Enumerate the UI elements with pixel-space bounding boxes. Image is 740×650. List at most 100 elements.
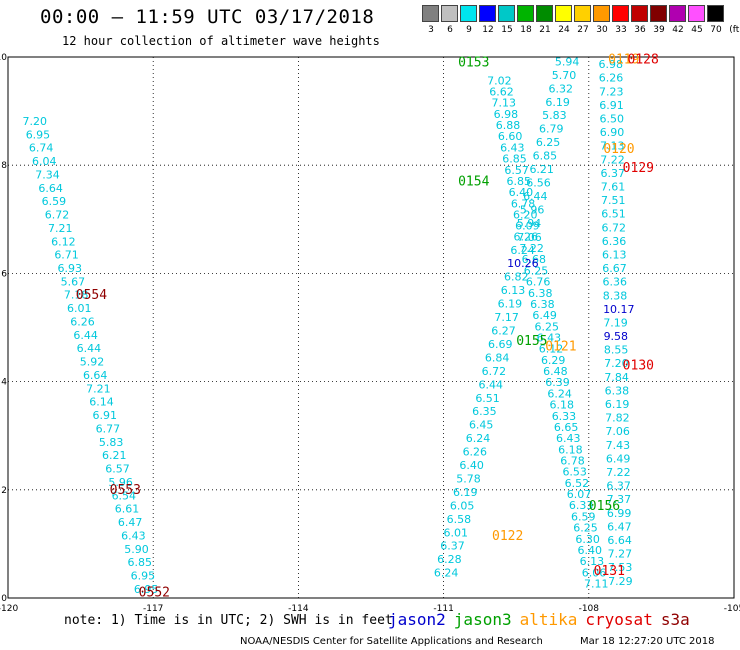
- swh-value: 6.78: [511, 197, 536, 210]
- swh-value: 5.83: [542, 109, 567, 122]
- pass-label: 0122: [492, 529, 523, 544]
- swh-value: 6.57: [105, 463, 130, 476]
- color-scale-swatch: [498, 5, 515, 22]
- swh-value: 6.44: [523, 190, 548, 203]
- chart-subtitle: 12 hour collection of altimeter wave hei…: [62, 34, 380, 48]
- swh-value: 6.64: [83, 369, 108, 382]
- pass-label: 0130: [623, 358, 654, 373]
- swh-value: 7.13: [491, 97, 516, 110]
- swh-value: 6.26: [70, 315, 95, 328]
- swh-value: 6.43: [537, 332, 562, 345]
- swh-value: 7.22: [519, 242, 544, 255]
- swh-value: 6.13: [501, 284, 526, 297]
- swh-value: 6.04: [32, 155, 57, 168]
- swh-value: 7.19: [603, 316, 628, 329]
- swh-value: 6.85: [502, 153, 527, 166]
- swh-value: 6.37: [440, 540, 465, 553]
- swh-value: 6.37: [606, 480, 631, 493]
- swh-value: 6.21: [529, 163, 554, 176]
- satellite-legend: jason2 jason3 altika cryosat s3a: [388, 610, 698, 629]
- swh-value: 5.92: [80, 356, 105, 369]
- color-scale-label: 3: [428, 25, 434, 35]
- swh-value: 6.95: [26, 128, 50, 141]
- swh-value: 6.44: [73, 329, 98, 342]
- swh-value: 7.17: [494, 311, 519, 324]
- x-tick-label: -108: [579, 604, 600, 614]
- legend-jason2: jason2: [388, 610, 446, 629]
- color-scale-label: 39: [653, 25, 665, 35]
- swh-value: 6.38: [530, 298, 555, 311]
- swh-value: 6.12: [539, 343, 564, 356]
- swh-value: 6.24: [510, 244, 535, 257]
- swh-value: 6.24: [466, 432, 491, 445]
- swh-value: 6.82: [504, 271, 529, 284]
- swh-value: 7.18: [64, 289, 89, 302]
- swh-value: 6.38: [605, 384, 630, 397]
- swh-value: 6.76: [526, 276, 551, 289]
- swh-value: 6.93: [58, 262, 83, 275]
- swh-value: 5.78: [456, 472, 481, 485]
- swh-value: 6.33: [569, 499, 594, 512]
- pass-label: 0120: [603, 142, 634, 157]
- x-tick-label: -111: [433, 604, 453, 614]
- color-scale-label: 21: [539, 25, 551, 35]
- swh-value: 7.29: [608, 575, 633, 588]
- y-tick-label: 0: [1, 594, 7, 604]
- swh-value: 6.25: [524, 264, 549, 277]
- swh-value: 6.60: [498, 130, 522, 143]
- swh-value: 6.25: [534, 320, 559, 333]
- plot-frame: [7, 56, 735, 599]
- pass-label: 0153: [458, 55, 489, 70]
- y-tick-label: 10: [0, 53, 7, 63]
- swh-value: 7.82: [605, 412, 630, 425]
- y-tick-label: 2: [1, 486, 7, 496]
- swh-value: 6.48: [543, 365, 568, 378]
- swh-value: 6.20: [513, 209, 538, 222]
- pass-label: 0552: [139, 586, 170, 601]
- color-scale-label: 30: [596, 25, 608, 35]
- swh-value: 6.13: [580, 555, 605, 568]
- swh-value: 7.61: [601, 180, 626, 193]
- swh-value: 6.57: [504, 164, 529, 177]
- swh-value: 7.43: [606, 439, 631, 452]
- swh-value: 7.53: [608, 561, 633, 574]
- swh-value: 6.85: [507, 175, 532, 188]
- swh-value: 6.61: [115, 503, 139, 516]
- swh-value: 7.51: [601, 194, 626, 207]
- color-scale-swatch: [669, 5, 686, 22]
- swh-value: 6.51: [475, 392, 500, 405]
- x-tick-label: -105: [724, 604, 740, 614]
- swh-value: 6.72: [602, 221, 627, 234]
- color-scale-swatch: [574, 5, 591, 22]
- swh-value: 7.06: [605, 425, 630, 438]
- swh-value: 7.22: [606, 466, 631, 479]
- swh-value: 6.19: [498, 298, 523, 311]
- swh-value: 7.21: [86, 382, 111, 395]
- swh-value: 6.25: [573, 522, 598, 535]
- pass-label: 0121: [545, 339, 576, 354]
- swh-value: 6.44: [77, 342, 102, 355]
- legend-cryosat: cryosat: [585, 610, 653, 629]
- swh-value: 6.58: [447, 513, 472, 526]
- swh-value: 6.49: [532, 309, 557, 322]
- swh-value: 6.43: [121, 529, 145, 542]
- swh-value: 6.59: [571, 510, 596, 523]
- swh-value: 7.84: [604, 371, 629, 384]
- legend-s3a: s3a: [660, 610, 690, 629]
- chart-title: 00:00 – 11:59 UTC 03/17/2018: [40, 6, 375, 28]
- swh-value: 6.91: [92, 409, 117, 422]
- swh-value: 6.01: [443, 526, 468, 539]
- swh-value: 6.09: [515, 220, 540, 233]
- swh-value: 6.65: [554, 421, 579, 434]
- swh-value: 10.17: [603, 303, 635, 316]
- swh-value: 6.24: [434, 567, 459, 580]
- swh-value: 10.26: [507, 257, 539, 270]
- swh-value: 6.74: [29, 142, 53, 155]
- swh-value: 6.78: [560, 454, 585, 467]
- swh-value: 6.72: [482, 365, 507, 378]
- swh-value: 6.85: [533, 150, 558, 163]
- swh-value: 6.64: [607, 534, 632, 547]
- swh-value: 6.36: [602, 235, 627, 248]
- swh-value: 8.38: [603, 289, 628, 302]
- color-scale-label: 18: [520, 25, 532, 35]
